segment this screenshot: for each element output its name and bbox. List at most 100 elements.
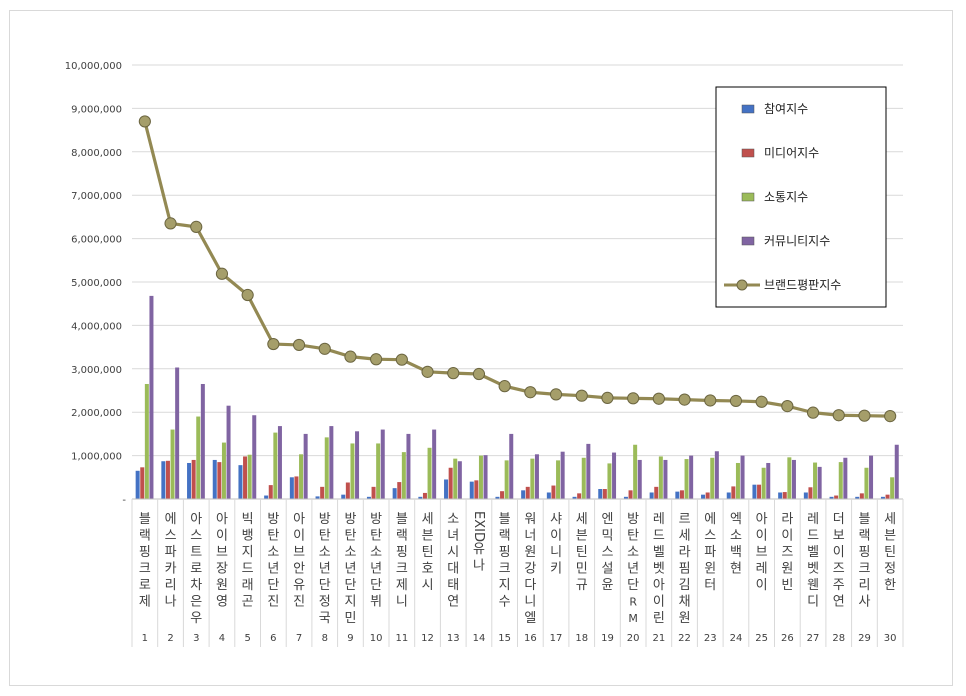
bar bbox=[880, 496, 885, 499]
legend-swatch bbox=[741, 148, 755, 158]
bar bbox=[444, 479, 449, 499]
bar bbox=[418, 496, 423, 499]
bar bbox=[787, 457, 792, 499]
bar bbox=[264, 495, 269, 499]
bar bbox=[817, 466, 822, 499]
bar bbox=[740, 455, 745, 499]
x-rank-label: 23 bbox=[704, 633, 717, 644]
x-rank-label: 21 bbox=[652, 633, 665, 644]
legend-label: 브랜드평판지수 bbox=[764, 278, 841, 292]
line-point bbox=[241, 288, 254, 302]
bar bbox=[560, 451, 565, 499]
bar bbox=[791, 459, 796, 499]
bar bbox=[294, 476, 299, 499]
x-rank-label: 18 bbox=[575, 633, 588, 644]
y-tick-label: 4,000,000 bbox=[71, 321, 122, 332]
y-tick-label: 7,000,000 bbox=[71, 191, 122, 202]
legend-swatch bbox=[741, 236, 755, 246]
x-rank-label: 19 bbox=[601, 633, 614, 644]
line-point bbox=[447, 367, 460, 380]
bar bbox=[855, 496, 860, 499]
bar bbox=[530, 458, 535, 499]
x-rank-label: 16 bbox=[524, 633, 537, 644]
y-tick-label: 10,000,000 bbox=[65, 61, 122, 72]
bar bbox=[376, 443, 381, 499]
bar bbox=[324, 437, 329, 499]
bar bbox=[422, 492, 427, 499]
bar bbox=[612, 452, 617, 499]
bar bbox=[401, 452, 406, 499]
bar bbox=[226, 405, 231, 499]
bar bbox=[495, 496, 500, 499]
bar bbox=[598, 489, 603, 499]
x-rank-label: 20 bbox=[627, 633, 640, 644]
x-axis: 블 랙 핑 크 로 제 1 에 스 파 카 리 나 2 아 스 트 로 차 은 우 3 아 이 브 장 원 영 4 빅 뱅 지 드 래 곤 5 방 탄 소 년… bbox=[131, 498, 904, 647]
bar bbox=[829, 496, 834, 499]
brand-line bbox=[138, 115, 897, 423]
line-point bbox=[524, 386, 537, 399]
y-tick-label: 5,000,000 bbox=[71, 278, 122, 289]
bar bbox=[238, 465, 243, 499]
x-rank-label: 5 bbox=[244, 633, 250, 644]
legend-swatch bbox=[741, 104, 755, 114]
bar bbox=[890, 477, 895, 499]
bar bbox=[521, 490, 526, 499]
line-point bbox=[858, 409, 871, 422]
y-axis: - 1,000,000 2,000,000 3,000,000 4,000,000 5,0… bbox=[65, 61, 127, 506]
y-tick-label: 1,000,000 bbox=[71, 452, 122, 463]
x-rank-label: 13 bbox=[447, 633, 460, 644]
bar bbox=[843, 457, 848, 499]
x-rank-label: 26 bbox=[781, 633, 794, 644]
bar bbox=[859, 493, 864, 499]
bar bbox=[577, 493, 582, 499]
bar bbox=[268, 485, 273, 499]
chart-frame: - 1,000,000 2,000,000 3,000,000 4,000,000 5,0… bbox=[9, 10, 953, 686]
bar bbox=[534, 454, 539, 499]
bar bbox=[679, 490, 684, 499]
bar bbox=[803, 492, 808, 499]
legend-marker bbox=[736, 279, 748, 291]
bar bbox=[406, 433, 411, 499]
bar bbox=[654, 486, 659, 499]
line-point bbox=[370, 353, 383, 366]
bar bbox=[869, 455, 874, 499]
line-point bbox=[729, 394, 743, 408]
chart: - 1,000,000 2,000,000 3,000,000 4,000,000 5,0… bbox=[65, 61, 904, 647]
bar bbox=[196, 416, 201, 499]
line-point bbox=[498, 380, 511, 393]
bar bbox=[427, 447, 432, 499]
bar bbox=[675, 491, 680, 499]
x-rank-label: 1 bbox=[142, 633, 148, 644]
line-point bbox=[884, 410, 897, 423]
line-point bbox=[344, 350, 357, 363]
bar bbox=[504, 460, 509, 499]
y-tick-label: - bbox=[122, 495, 126, 506]
x-rank-label: 27 bbox=[807, 633, 820, 644]
bar bbox=[252, 415, 257, 499]
bar bbox=[714, 451, 719, 499]
line-point bbox=[678, 393, 691, 406]
bar bbox=[355, 431, 360, 499]
bar bbox=[320, 486, 325, 499]
bar bbox=[509, 433, 514, 499]
bar bbox=[885, 494, 890, 499]
x-category-latin-text: EXID bbox=[471, 511, 486, 542]
bar bbox=[453, 458, 458, 499]
bar bbox=[556, 460, 561, 499]
bar bbox=[432, 429, 437, 499]
bar bbox=[217, 462, 222, 499]
x-rank-label: 8 bbox=[322, 633, 328, 644]
line-point bbox=[215, 267, 229, 280]
legend-label: 커뮤니티지수 bbox=[764, 234, 830, 248]
